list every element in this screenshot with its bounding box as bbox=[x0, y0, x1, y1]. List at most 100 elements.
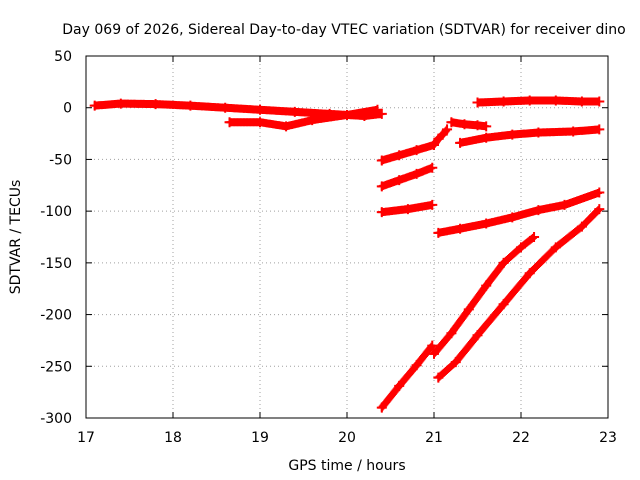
x-tick-label: 22 bbox=[512, 430, 530, 446]
series-7 bbox=[429, 232, 540, 359]
y-tick-label: -150 bbox=[40, 256, 72, 272]
data-point-marker bbox=[594, 206, 603, 215]
grid-lines bbox=[86, 56, 608, 418]
data-point bbox=[568, 126, 579, 137]
data-point bbox=[376, 155, 387, 166]
data-point bbox=[427, 340, 438, 351]
data-point bbox=[427, 199, 438, 210]
data-point bbox=[255, 104, 265, 115]
data-point bbox=[576, 221, 587, 232]
y-tick-label: 50 bbox=[54, 49, 72, 65]
series-11 bbox=[446, 117, 492, 132]
data-point bbox=[115, 98, 126, 109]
y-tick-label: -100 bbox=[40, 204, 72, 220]
data-point bbox=[429, 348, 439, 359]
data-point bbox=[433, 227, 444, 238]
data-points bbox=[89, 95, 605, 413]
data-point bbox=[463, 304, 474, 315]
data-point bbox=[516, 242, 526, 253]
data-point bbox=[594, 204, 605, 215]
data-point bbox=[376, 402, 387, 413]
data-point bbox=[481, 218, 492, 229]
data-point bbox=[576, 96, 587, 107]
data-point bbox=[481, 280, 492, 291]
series-12 bbox=[472, 95, 605, 108]
data-point bbox=[411, 360, 422, 371]
data-point bbox=[394, 150, 405, 161]
data-point bbox=[507, 212, 518, 223]
data-point bbox=[224, 117, 235, 128]
data-point bbox=[529, 232, 540, 242]
series-9 bbox=[433, 187, 605, 238]
data-point bbox=[289, 106, 300, 117]
data-point bbox=[550, 95, 561, 106]
data-point bbox=[411, 145, 422, 156]
data-point bbox=[376, 207, 387, 218]
data-point bbox=[533, 127, 544, 138]
data-point bbox=[472, 120, 483, 131]
data-point bbox=[372, 104, 383, 115]
data-point bbox=[455, 223, 466, 234]
axis-ticks: 17 18 19 20 21 22 23 50 0 -50 -100 -150 -200 -250 -300 bbox=[40, 49, 617, 446]
series-10 bbox=[455, 124, 605, 148]
data-point bbox=[472, 97, 483, 108]
data-point bbox=[524, 268, 535, 279]
x-tick-label: 19 bbox=[251, 430, 269, 446]
series-2 bbox=[224, 104, 383, 132]
data-point bbox=[281, 121, 292, 132]
data-point bbox=[342, 109, 352, 120]
data-point bbox=[559, 199, 570, 210]
chart-title: Day 069 of 2026, Sidereal Day-to-day VTE… bbox=[62, 22, 625, 38]
data-point bbox=[498, 96, 509, 107]
data-point bbox=[442, 124, 453, 135]
y-tick-label: -300 bbox=[40, 411, 72, 427]
series-3 bbox=[376, 124, 453, 166]
data-point bbox=[481, 132, 492, 143]
data-point bbox=[459, 119, 470, 130]
data-point bbox=[446, 328, 457, 339]
y-tick-label: 0 bbox=[63, 101, 72, 117]
x-axis-title: GPS time / hours bbox=[288, 458, 405, 474]
data-point bbox=[594, 124, 605, 135]
data-point bbox=[376, 181, 387, 192]
data-point bbox=[185, 100, 196, 111]
data-point bbox=[498, 257, 509, 268]
y-tick-label: -50 bbox=[49, 152, 72, 168]
x-tick-label: 18 bbox=[164, 430, 182, 446]
data-point bbox=[394, 175, 405, 186]
data-point bbox=[550, 242, 561, 253]
data-point bbox=[481, 121, 492, 132]
data-point bbox=[533, 205, 544, 216]
data-point bbox=[472, 330, 483, 341]
series-8 bbox=[433, 204, 605, 383]
x-tick-label: 23 bbox=[599, 430, 617, 446]
y-tick-label: -200 bbox=[40, 308, 72, 324]
series-5 bbox=[376, 199, 438, 218]
data-point bbox=[450, 357, 461, 368]
y-axis-title: SDTVAR / TECUs bbox=[8, 180, 24, 295]
data-point bbox=[307, 115, 318, 126]
data-point bbox=[411, 168, 422, 179]
data-point bbox=[594, 96, 605, 107]
data-point bbox=[498, 299, 509, 310]
data-point bbox=[507, 129, 518, 140]
data-point bbox=[594, 187, 605, 198]
data-point bbox=[89, 100, 100, 111]
y-tick-label: -250 bbox=[40, 359, 72, 375]
data-point bbox=[437, 129, 448, 140]
x-tick-label: 20 bbox=[338, 430, 356, 446]
data-point bbox=[220, 102, 231, 113]
x-tick-label: 17 bbox=[77, 430, 95, 446]
series-6 bbox=[376, 340, 438, 413]
data-point bbox=[433, 372, 444, 383]
data-point bbox=[455, 137, 466, 148]
data-point bbox=[524, 95, 535, 106]
data-point bbox=[427, 162, 438, 173]
data-point bbox=[446, 117, 457, 128]
data-point bbox=[429, 139, 439, 150]
data-point bbox=[255, 117, 265, 128]
series-4 bbox=[376, 162, 438, 192]
x-tick-label: 21 bbox=[425, 430, 443, 446]
